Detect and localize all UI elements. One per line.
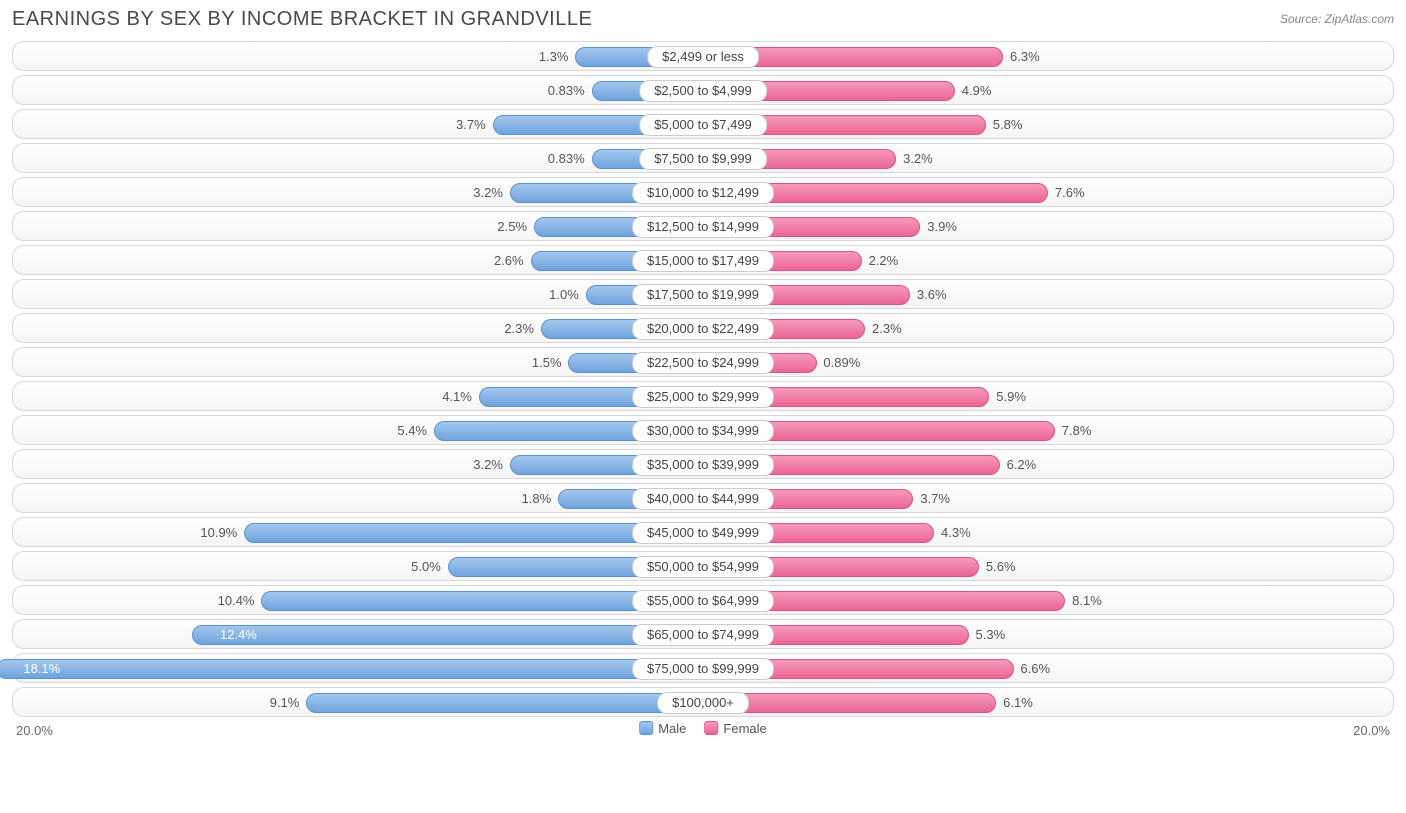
male-pct-label: 4.1% — [442, 382, 472, 412]
male-pct-label: 3.2% — [473, 178, 503, 208]
category-label: $2,499 or less — [647, 46, 759, 68]
category-label: $10,000 to $12,499 — [632, 182, 774, 204]
chart-axis: 20.0% Male Female 20.0% — [12, 721, 1394, 745]
male-pct-label: 12.4% — [220, 620, 257, 650]
male-pct-label: 10.9% — [200, 518, 237, 548]
male-pct-label: 3.7% — [456, 110, 486, 140]
category-label: $25,000 to $29,999 — [632, 386, 774, 408]
female-pct-label: 2.2% — [869, 246, 899, 276]
axis-max-right: 20.0% — [1353, 723, 1390, 738]
category-label: $40,000 to $44,999 — [632, 488, 774, 510]
legend-male-label: Male — [658, 721, 686, 736]
female-pct-label: 4.9% — [962, 76, 992, 106]
male-pct-label: 10.4% — [218, 586, 255, 616]
chart-row: 1.8% 3.7% $40,000 to $44,999 — [12, 483, 1394, 513]
male-pct-label: 5.0% — [411, 552, 441, 582]
female-pct-label: 2.3% — [872, 314, 902, 344]
male-pct-label: 1.3% — [539, 42, 569, 72]
chart-row: 1.5% 0.89% $22,500 to $24,999 — [12, 347, 1394, 377]
male-pct-label: 2.6% — [494, 246, 524, 276]
category-label: $2,500 to $4,999 — [639, 80, 767, 102]
chart-row: 18.1% 6.6% $75,000 to $99,999 — [12, 653, 1394, 683]
chart-row: 3.7% 5.8% $5,000 to $7,499 — [12, 109, 1394, 139]
axis-max-left: 20.0% — [16, 723, 53, 738]
female-pct-label: 3.9% — [927, 212, 957, 242]
chart-row: 2.3% 2.3% $20,000 to $22,499 — [12, 313, 1394, 343]
male-pct-label: 0.83% — [548, 76, 585, 106]
female-pct-label: 6.2% — [1007, 450, 1037, 480]
category-label: $100,000+ — [657, 692, 749, 714]
female-pct-label: 7.6% — [1055, 178, 1085, 208]
chart-row: 0.83% 4.9% $2,500 to $4,999 — [12, 75, 1394, 105]
category-label: $20,000 to $22,499 — [632, 318, 774, 340]
female-pct-label: 6.6% — [1020, 654, 1050, 684]
female-pct-label: 0.89% — [823, 348, 860, 378]
female-pct-label: 3.6% — [917, 280, 947, 310]
chart-source: Source: ZipAtlas.com — [1280, 12, 1394, 26]
chart-row: 12.4% 5.3% $65,000 to $74,999 — [12, 619, 1394, 649]
female-swatch-icon — [704, 721, 718, 735]
female-pct-label: 6.3% — [1010, 42, 1040, 72]
legend-female-label: Female — [723, 721, 766, 736]
chart-header: EARNINGS BY SEX BY INCOME BRACKET IN GRA… — [12, 8, 1394, 31]
chart-row: 2.5% 3.9% $12,500 to $14,999 — [12, 211, 1394, 241]
category-label: $5,000 to $7,499 — [639, 114, 767, 136]
category-label: $15,000 to $17,499 — [632, 250, 774, 272]
female-pct-label: 5.8% — [993, 110, 1023, 140]
male-pct-label: 2.3% — [504, 314, 534, 344]
chart-row: 0.83% 3.2% $7,500 to $9,999 — [12, 143, 1394, 173]
female-pct-label: 5.3% — [976, 620, 1006, 650]
male-swatch-icon — [639, 721, 653, 735]
female-pct-label: 8.1% — [1072, 586, 1102, 616]
male-bar — [306, 693, 703, 713]
female-pct-label: 7.8% — [1062, 416, 1092, 446]
chart-row: 5.0% 5.6% $50,000 to $54,999 — [12, 551, 1394, 581]
male-pct-label: 1.0% — [549, 280, 579, 310]
chart-row: 1.3% 6.3% $2,499 or less — [12, 41, 1394, 71]
chart-row: 4.1% 5.9% $25,000 to $29,999 — [12, 381, 1394, 411]
category-label: $75,000 to $99,999 — [632, 658, 774, 680]
category-label: $22,500 to $24,999 — [632, 352, 774, 374]
category-label: $17,500 to $19,999 — [632, 284, 774, 306]
male-pct-label: 1.8% — [522, 484, 552, 514]
chart-row: 10.9% 4.3% $45,000 to $49,999 — [12, 517, 1394, 547]
chart-row: 3.2% 6.2% $35,000 to $39,999 — [12, 449, 1394, 479]
chart-row: 9.1% 6.1% $100,000+ — [12, 687, 1394, 717]
male-bar — [192, 625, 703, 645]
female-pct-label: 4.3% — [941, 518, 971, 548]
male-pct-label: 1.5% — [532, 348, 562, 378]
male-pct-label: 0.83% — [548, 144, 585, 174]
chart-legend: Male Female — [639, 721, 767, 736]
male-pct-label: 5.4% — [397, 416, 427, 446]
male-pct-label: 3.2% — [473, 450, 503, 480]
male-bar — [0, 659, 703, 679]
category-label: $65,000 to $74,999 — [632, 624, 774, 646]
chart-row: 2.6% 2.2% $15,000 to $17,499 — [12, 245, 1394, 275]
male-pct-label: 9.1% — [270, 688, 300, 718]
male-pct-label: 18.1% — [23, 654, 60, 684]
chart-row: 1.0% 3.6% $17,500 to $19,999 — [12, 279, 1394, 309]
category-label: $35,000 to $39,999 — [632, 454, 774, 476]
female-pct-label: 5.6% — [986, 552, 1016, 582]
category-label: $45,000 to $49,999 — [632, 522, 774, 544]
chart-row: 10.4% 8.1% $55,000 to $64,999 — [12, 585, 1394, 615]
category-label: $55,000 to $64,999 — [632, 590, 774, 612]
diverging-bar-chart: 1.3% 6.3% $2,499 or less 0.83% 4.9% $2,500 to… — [12, 41, 1394, 717]
legend-male: Male — [639, 721, 686, 736]
female-pct-label: 3.7% — [920, 484, 950, 514]
category-label: $12,500 to $14,999 — [632, 216, 774, 238]
category-label: $30,000 to $34,999 — [632, 420, 774, 442]
chart-row: 3.2% 7.6% $10,000 to $12,499 — [12, 177, 1394, 207]
category-label: $7,500 to $9,999 — [639, 148, 767, 170]
chart-row: 5.4% 7.8% $30,000 to $34,999 — [12, 415, 1394, 445]
female-pct-label: 6.1% — [1003, 688, 1033, 718]
legend-female: Female — [704, 721, 766, 736]
female-pct-label: 5.9% — [996, 382, 1026, 412]
male-pct-label: 2.5% — [497, 212, 527, 242]
female-pct-label: 3.2% — [903, 144, 933, 174]
chart-title: EARNINGS BY SEX BY INCOME BRACKET IN GRA… — [12, 8, 592, 31]
category-label: $50,000 to $54,999 — [632, 556, 774, 578]
